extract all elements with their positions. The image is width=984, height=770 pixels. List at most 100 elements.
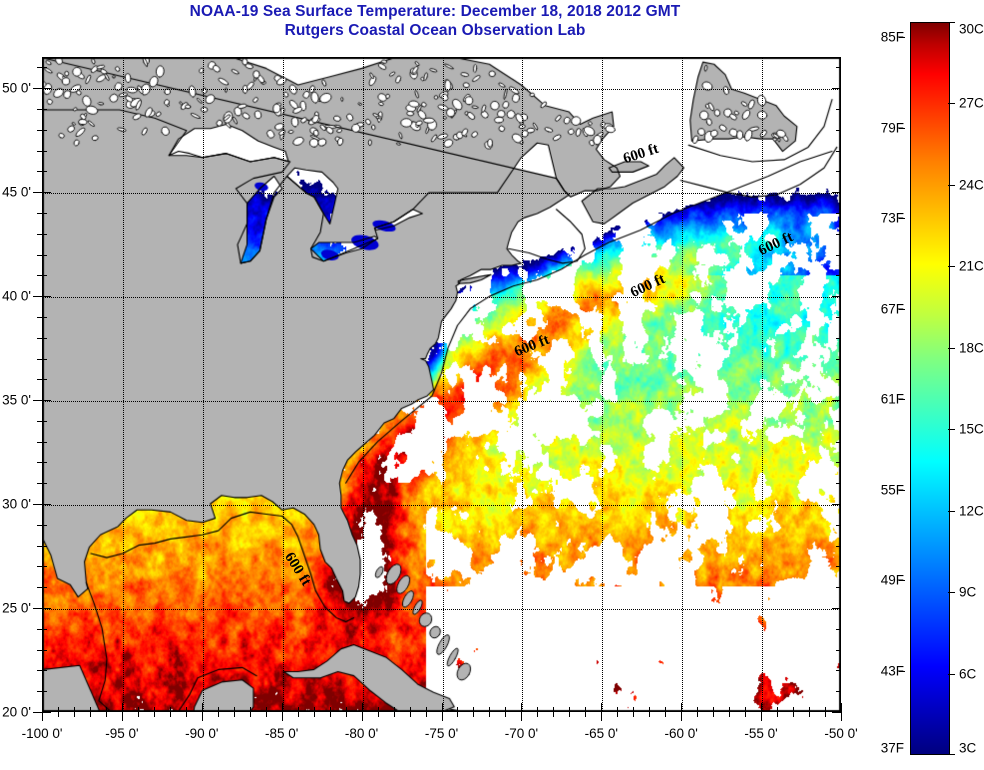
colorbar-celsius-label: 18C (959, 340, 984, 356)
x-tick-inner (553, 707, 555, 712)
x-tick (425, 712, 427, 717)
x-axis-label: -50 0' (824, 726, 858, 741)
y-tick-right (836, 254, 841, 256)
x-tick (361, 712, 363, 721)
y-tick-inner (42, 649, 47, 651)
y-tick-inner (42, 337, 47, 339)
x-tick (793, 712, 795, 717)
colorbar-celsius-label: 27C (959, 95, 984, 111)
y-tick-inner (42, 192, 51, 194)
x-tick (73, 712, 75, 717)
y-tick-right (836, 420, 841, 422)
y-tick (37, 108, 42, 110)
x-tick (137, 712, 139, 717)
y-tick (37, 316, 42, 318)
colorbar-tick-f (899, 670, 905, 672)
y-tick (37, 337, 42, 339)
x-tick (505, 712, 507, 717)
x-tick (841, 712, 842, 721)
x-tick (553, 712, 555, 717)
x-tick (42, 712, 43, 721)
y-tick-right (836, 108, 841, 110)
x-tick-inner (665, 707, 667, 712)
x-tick (393, 712, 395, 717)
colorbar-tick-f (899, 399, 905, 401)
y-tick (33, 192, 42, 194)
y-tick (37, 524, 42, 526)
x-tick (377, 712, 379, 717)
y-tick-inner (42, 628, 47, 630)
y-tick-inner (42, 254, 47, 256)
y-axis-label: 25 0' (2, 600, 31, 616)
y-tick-right (832, 296, 841, 298)
colorbar-tick-f (899, 218, 905, 220)
colorbar-fahrenheit-label: 73F (880, 210, 904, 226)
x-tick (729, 712, 731, 717)
y-tick-right (836, 587, 841, 589)
x-tick-inner (201, 703, 203, 712)
y-tick (37, 358, 42, 360)
x-tick (313, 712, 315, 717)
colorbar-tick (948, 266, 955, 268)
colorbar-fahrenheit-label: 37F (880, 740, 904, 756)
y-tick-right (836, 441, 841, 443)
y-tick (37, 649, 42, 651)
y-tick-right (836, 379, 841, 381)
x-tick (57, 712, 59, 717)
x-tick-inner (42, 703, 43, 712)
x-tick-inner (473, 707, 475, 712)
y-tick-right (836, 316, 841, 318)
colorbar-fahrenheit-label: 55F (880, 482, 904, 498)
x-tick (745, 712, 747, 717)
x-axis-label: -60 0' (664, 726, 698, 741)
x-tick-inner (441, 703, 443, 712)
y-tick (37, 483, 42, 485)
y-tick-inner (42, 670, 47, 672)
colorbar-celsius-label: 12C (959, 503, 984, 519)
y-tick-inner (42, 712, 51, 713)
sst-map-plot: 600 ft 600 ft 600 ft 600 ft 600 ft (42, 57, 841, 712)
colorbar-celsius-label: 3C (959, 740, 977, 756)
y-tick-inner (42, 587, 47, 589)
y-tick-right (836, 129, 841, 131)
x-tick (473, 712, 475, 717)
x-tick (585, 712, 587, 717)
x-tick-inner (89, 707, 91, 712)
y-tick (37, 566, 42, 568)
x-tick (777, 712, 779, 717)
x-tick-inner (313, 707, 315, 712)
chart-title-block: NOAA-19 Sea Surface Temperature: Decembe… (0, 2, 870, 40)
x-tick-inner (729, 707, 731, 712)
y-tick (37, 171, 42, 173)
colorbar-tick (948, 510, 955, 512)
y-tick-right (836, 212, 841, 214)
x-axis-label: -75 0' (424, 726, 459, 741)
x-tick-inner (169, 707, 171, 712)
y-tick-inner (42, 691, 47, 693)
colorbar-tick-f (899, 308, 905, 310)
y-tick (37, 545, 42, 547)
y-tick (37, 670, 42, 672)
x-tick-inner (601, 703, 603, 712)
y-tick (37, 441, 42, 443)
colorbar-tick-f (899, 127, 905, 129)
colorbar-fahrenheit-label: 43F (880, 663, 904, 679)
x-tick-inner (681, 703, 683, 712)
y-tick (33, 608, 42, 610)
x-tick-inner (297, 707, 299, 712)
colorbar-celsius-label: 24C (959, 177, 984, 193)
y-tick (37, 254, 42, 256)
y-tick-inner (42, 462, 47, 464)
x-tick (457, 712, 459, 717)
x-axis-label: -95 0' (105, 726, 139, 741)
x-tick-inner (121, 703, 123, 712)
x-axis-label: -70 0' (504, 726, 539, 741)
x-tick (521, 712, 523, 721)
x-tick (697, 712, 699, 717)
colorbar-tick (948, 103, 955, 105)
y-tick-inner (42, 108, 47, 110)
colorbar-celsius-label: 21C (959, 258, 984, 274)
y-tick-inner (42, 441, 47, 443)
sst-map-canvas (43, 58, 840, 711)
x-axis-label: -65 0' (584, 726, 618, 741)
